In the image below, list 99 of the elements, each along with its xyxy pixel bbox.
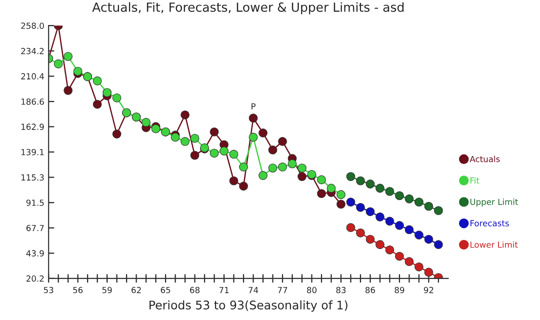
point xyxy=(102,88,112,98)
legend-label: Upper Limit xyxy=(470,198,518,207)
point xyxy=(92,76,102,86)
point xyxy=(356,176,365,186)
x-tick-label: 77 xyxy=(278,286,288,294)
point xyxy=(366,180,375,188)
point xyxy=(248,132,258,142)
point xyxy=(268,146,278,154)
point xyxy=(64,86,73,95)
point xyxy=(336,190,346,200)
point xyxy=(258,128,268,138)
point xyxy=(414,230,424,240)
point xyxy=(239,162,248,172)
point xyxy=(346,198,356,207)
point xyxy=(298,172,306,182)
point xyxy=(376,240,384,250)
point xyxy=(180,137,190,146)
x-tick-label: 62 xyxy=(132,286,141,294)
point xyxy=(180,110,190,120)
y-tick-label: 258.0 xyxy=(21,22,44,29)
annotation: P xyxy=(252,103,256,110)
point xyxy=(268,164,278,172)
y-tick-label: 67.7 xyxy=(26,224,44,232)
y-tick-label: 43.9 xyxy=(26,250,44,256)
point xyxy=(366,234,375,244)
point xyxy=(385,186,394,196)
point xyxy=(404,194,414,204)
x-tick-label: 74 xyxy=(248,286,258,294)
point xyxy=(112,93,122,102)
point xyxy=(298,164,306,172)
point xyxy=(326,184,336,193)
point xyxy=(404,257,414,266)
point xyxy=(414,262,424,272)
point xyxy=(142,118,151,127)
point xyxy=(434,240,443,250)
y-tick-label: 162.9 xyxy=(21,124,44,130)
point xyxy=(258,171,268,180)
point xyxy=(190,134,200,143)
point xyxy=(336,200,346,209)
point xyxy=(229,176,238,186)
point xyxy=(346,172,356,182)
y-tick-label: 20.2 xyxy=(26,275,44,282)
point xyxy=(356,202,365,212)
x-tick-label: 89 xyxy=(394,286,404,294)
x-tick-label: 53 xyxy=(44,286,54,294)
point xyxy=(210,127,219,136)
x-tick-label: 56 xyxy=(73,286,83,294)
x-tick-label: 65 xyxy=(160,286,170,294)
legend-label: Forecasts xyxy=(470,220,509,226)
legend-label: Actuals xyxy=(470,156,500,162)
y-tick-label: 186.6 xyxy=(21,98,44,105)
point xyxy=(220,146,228,156)
y-tick-label: 139.1 xyxy=(21,148,44,156)
point xyxy=(278,137,287,146)
y-tick-label: 234.2 xyxy=(21,48,44,54)
point xyxy=(395,221,404,230)
point xyxy=(366,207,375,216)
chart-title: Actuals, Fit, Forecasts, Lower & Upper Limits - asd xyxy=(92,2,404,14)
point xyxy=(414,198,424,207)
point xyxy=(424,234,434,244)
point xyxy=(385,216,394,226)
y-tick-label: 91.5 xyxy=(26,200,44,206)
point xyxy=(210,148,219,158)
point xyxy=(395,191,404,200)
point xyxy=(424,202,434,211)
point xyxy=(92,100,102,109)
point xyxy=(395,252,404,261)
legend-label: Lower Limit xyxy=(470,241,518,248)
x-tick-label: 92 xyxy=(424,286,434,294)
point xyxy=(317,175,326,184)
legend-label: Fit xyxy=(470,177,480,184)
point xyxy=(54,59,63,68)
point xyxy=(190,150,200,160)
point xyxy=(288,159,297,168)
point xyxy=(248,114,258,123)
point xyxy=(385,245,394,254)
point xyxy=(376,212,384,222)
point xyxy=(404,225,414,234)
point xyxy=(278,162,287,172)
point xyxy=(239,182,248,191)
x-tick-label: 71 xyxy=(219,286,229,294)
y-tick-label: 210.4 xyxy=(21,73,44,80)
point xyxy=(424,268,434,277)
point xyxy=(73,66,82,76)
point xyxy=(112,130,122,138)
x-tick-label: 59 xyxy=(102,286,112,294)
point xyxy=(356,228,365,238)
x-tick-label: 80 xyxy=(307,286,316,294)
x-tick-label: 86 xyxy=(365,286,376,294)
point xyxy=(229,150,238,159)
point xyxy=(64,52,73,61)
y-tick-label: 115.3 xyxy=(21,174,44,181)
x-axis-title: Periods 53 to 93(Seasonality of 1) xyxy=(150,300,348,312)
point xyxy=(434,206,443,216)
point xyxy=(346,223,356,232)
point xyxy=(317,189,326,198)
point xyxy=(376,184,384,193)
x-tick-label: 68 xyxy=(190,286,200,294)
x-tick-label: 83 xyxy=(336,286,346,294)
